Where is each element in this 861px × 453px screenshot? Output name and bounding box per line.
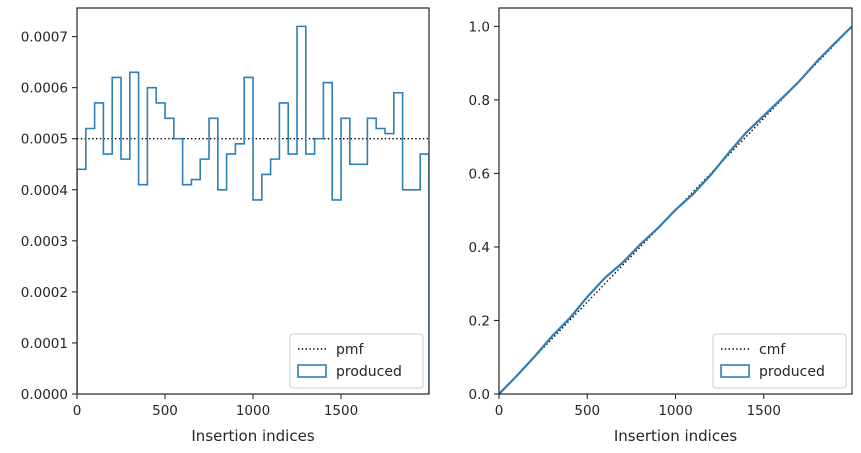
chart-left-pmf: 0 500 1000 1500 0.0000 0.0001 0.0002 0.0003 0.00… [21,7,430,445]
legend-label-produced: produced [759,364,825,380]
plot-area [77,25,429,394]
x-tick-label: 500 [152,403,178,419]
series-produced-histogram [77,25,429,394]
x-tick-label: 1500 [747,403,781,419]
x-tick-label: 1500 [324,403,358,419]
legend: pmf produced [289,333,424,389]
y-tick-label: 0.0005 [21,132,68,148]
series-produced-cumulative [499,25,852,394]
y-tick-label: 0.0002 [21,285,68,301]
y-tick-label: 0.0004 [21,183,68,199]
y-tick-label: 0.0006 [21,81,68,97]
legend-swatch-produced [297,364,327,378]
legend-box [712,333,847,389]
legend-label-cmf: cmf [759,342,786,358]
y-tick-label: 1.0 [469,19,490,35]
y-tick-label: 0.4 [469,240,490,256]
legend-label-pmf: pmf [336,342,365,358]
y-tick-label: 0.0001 [21,336,68,352]
y-tick-label: 0.2 [469,313,490,329]
legend-box [289,333,424,389]
plot-area [499,25,852,394]
y-tick-label: 0.0003 [21,234,68,250]
legend-swatch-produced [720,364,750,378]
y-tick-label: 0.6 [469,166,490,182]
x-axis-title: Insertion indices [191,427,314,445]
chart-right-cmf: 0 500 1000 1500 0.0 0.2 0.4 0.6 0.8 1.0 Insertion … [469,7,853,445]
y-tick-label: 0.0 [469,387,490,403]
y-tick-label: 0.8 [469,93,490,109]
legend: cmf produced [712,333,847,389]
y-tick-label: 0.0007 [21,30,68,46]
x-tick-label: 500 [574,403,600,419]
x-tick-label: 0 [73,403,82,419]
x-tick-label: 1000 [236,403,270,419]
legend-label-produced: produced [336,364,402,380]
x-axis-title: Insertion indices [614,427,737,445]
x-tick-label: 1000 [658,403,692,419]
x-tick-label: 0 [495,403,504,419]
y-tick-label: 0.0000 [21,387,68,403]
